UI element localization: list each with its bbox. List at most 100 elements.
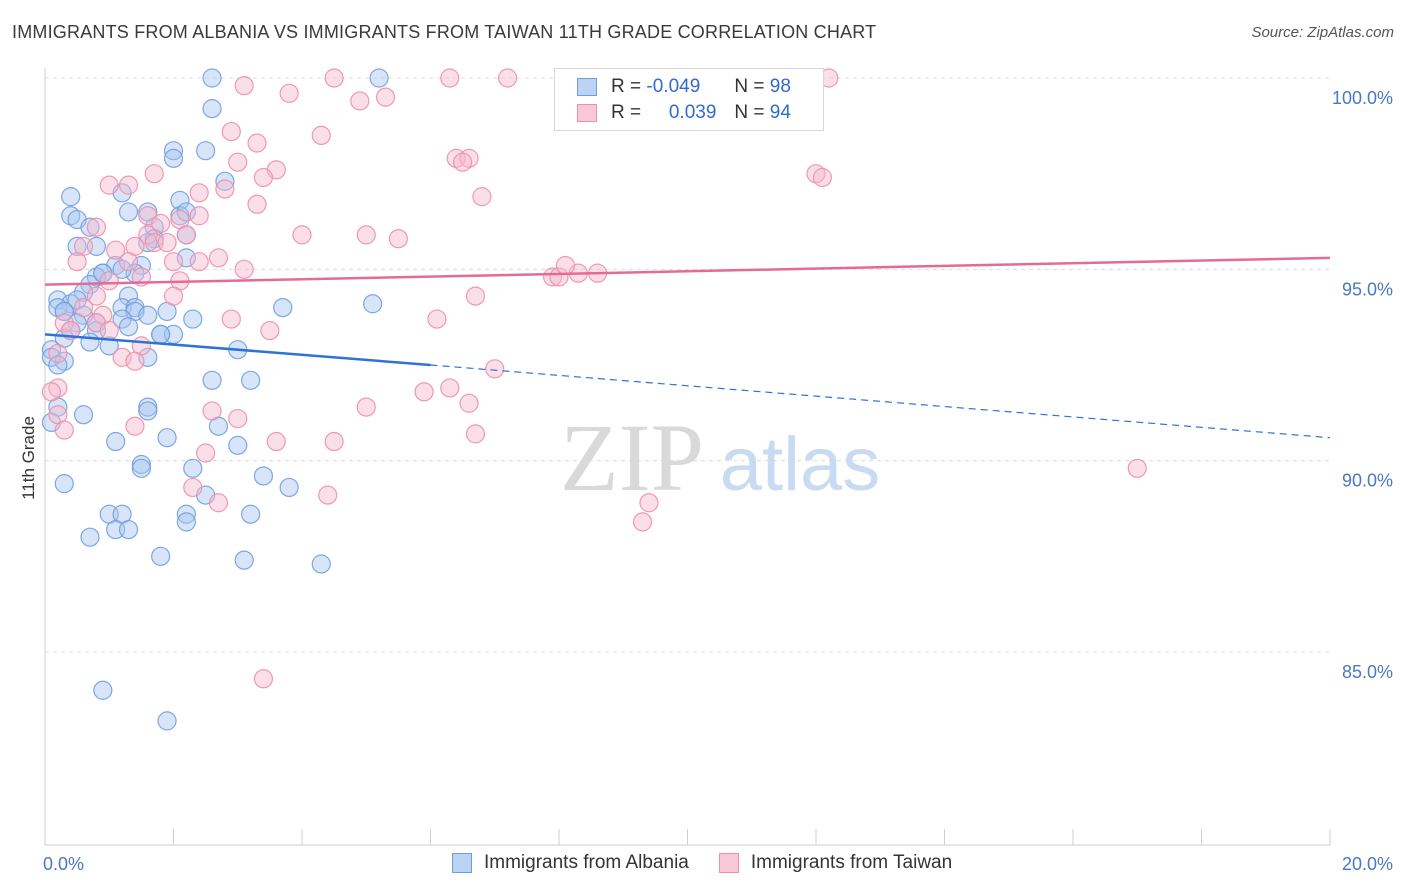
taiwan-point-55[interactable] [86,286,107,306]
albania-point-97[interactable] [93,263,113,283]
taiwan-point-69[interactable] [112,347,132,367]
albania-point-85[interactable] [80,527,100,547]
albania-point-2[interactable] [202,99,222,119]
taiwan-point-41[interactable] [67,252,87,272]
albania-point-23[interactable] [131,255,151,276]
albania-point-90[interactable] [157,711,177,731]
albania-point-0[interactable] [202,68,222,88]
taiwan-point-24[interactable] [472,187,492,207]
taiwan-point-2[interactable] [498,68,518,88]
albania-point-44[interactable] [112,309,132,329]
albania-point-40[interactable] [273,298,293,318]
taiwan-point-32[interactable] [176,225,196,245]
taiwan-point-77[interactable] [356,397,376,417]
albania-point-60[interactable] [202,370,222,390]
albania-point-53[interactable] [80,332,100,352]
taiwan-point-10[interactable] [247,133,267,153]
albania-point-73[interactable] [183,458,203,478]
taiwan-point-11[interactable] [228,152,248,172]
albania-point-87[interactable] [234,550,254,570]
taiwan-point-22[interactable] [189,183,209,203]
albania-point-82[interactable] [241,504,261,524]
taiwan-point-79[interactable] [228,408,248,429]
taiwan-point-9[interactable] [311,125,331,145]
albania-point-51[interactable] [183,309,203,329]
taiwan-point-63[interactable] [427,309,447,329]
taiwan-point-84[interactable] [324,431,344,452]
taiwan-point-57[interactable] [465,286,486,306]
albania-point-70[interactable] [228,435,248,455]
albania-point-94[interactable] [112,259,132,279]
albania-point-91[interactable] [151,324,171,344]
albania-point-15[interactable] [80,217,100,237]
albania-point-72[interactable] [131,458,151,478]
albania-point-81[interactable] [176,512,196,532]
taiwan-point-16[interactable] [144,164,164,184]
taiwan-point-5[interactable] [279,83,299,103]
albania-point-96[interactable] [67,290,87,310]
taiwan-point-66[interactable] [260,320,280,341]
taiwan-point-17[interactable] [253,167,274,188]
albania-point-93[interactable] [54,301,74,322]
taiwan-point-54[interactable] [555,255,576,276]
taiwan-point-73[interactable] [414,382,434,402]
taiwan-point-1[interactable] [440,68,460,88]
taiwan-point-71[interactable] [485,359,505,379]
taiwan-point-29[interactable] [86,217,107,237]
taiwan-point-43[interactable] [163,252,184,272]
albania-point-88[interactable] [311,554,331,574]
taiwan-point-8[interactable] [221,121,241,142]
taiwan-point-90[interactable] [632,512,653,532]
albania-point-80[interactable] [176,504,196,524]
taiwan-point-47[interactable] [99,271,119,291]
taiwan-point-60[interactable] [54,313,74,333]
albania-point-69[interactable] [157,428,177,448]
taiwan-point-86[interactable] [183,477,203,498]
albania-point-61[interactable] [241,370,261,390]
taiwan-point-7[interactable] [375,87,396,107]
taiwan-point-4[interactable] [234,76,254,96]
taiwan-point-85[interactable] [196,443,216,463]
albania-point-74[interactable] [253,466,274,486]
albania-point-30[interactable] [48,290,68,310]
albania-point-9[interactable] [170,190,190,211]
taiwan-point-93[interactable] [41,382,62,402]
albania-point-18[interactable] [67,236,87,256]
taiwan-point-6[interactable] [350,91,370,111]
taiwan-point-70[interactable] [125,351,145,371]
taiwan-point-42[interactable] [118,252,139,272]
taiwan-point-89[interactable] [639,493,659,513]
taiwan-point-50[interactable] [542,267,563,287]
albania-point-77[interactable] [279,477,299,498]
taiwan-point-74[interactable] [440,378,460,398]
albania-point-6[interactable] [61,187,81,207]
albania-point-21[interactable] [138,232,158,253]
albania-point-57[interactable] [138,347,158,367]
taiwan-point-37[interactable] [106,240,126,260]
taiwan-point-75[interactable] [459,393,479,413]
taiwan-point-23[interactable] [215,179,235,199]
taiwan-point-65[interactable] [99,320,119,341]
albania-point-4[interactable] [196,141,216,161]
albania-point-3[interactable] [163,141,184,161]
taiwan-point-44[interactable] [189,252,209,272]
taiwan-point-58[interactable] [73,298,94,318]
taiwan-point-83[interactable] [266,431,286,452]
albania-point-89[interactable] [93,680,113,700]
albania-point-41[interactable] [363,294,383,314]
taiwan-point-46[interactable] [234,259,254,279]
taiwan-point-87[interactable] [318,485,338,505]
legend-item-albania[interactable]: Immigrants from Albania [452,852,689,874]
taiwan-point-76[interactable] [202,401,222,421]
taiwan-point-92[interactable] [253,669,274,689]
taiwan-point-20[interactable] [99,175,119,195]
albania-point-65[interactable] [138,401,158,421]
albania-point-68[interactable] [106,431,126,452]
albania-point-75[interactable] [54,474,74,494]
albania-point-5[interactable] [163,148,184,168]
albania-point-48[interactable] [118,317,139,337]
albania-point-92[interactable] [99,336,119,356]
taiwan-point-21[interactable] [118,175,139,195]
taiwan-point-30[interactable] [138,225,158,245]
taiwan-point-91[interactable] [1127,458,1147,478]
